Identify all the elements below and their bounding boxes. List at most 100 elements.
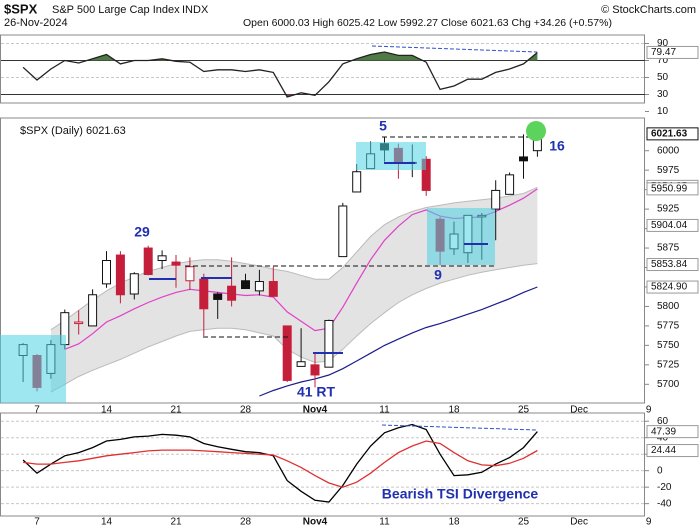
value-tag-label: 47.39 — [651, 426, 676, 437]
value-tag-label: 79.47 — [651, 47, 676, 58]
annotation: 5 — [379, 118, 387, 134]
date: 26-Nov-2024 — [4, 17, 68, 29]
tsi-panel — [0, 412, 645, 517]
value-tag-label: 5904.04 — [651, 220, 688, 231]
value-tag-label: 24.44 — [651, 445, 676, 456]
band-lower — [50, 263, 538, 393]
x-tick-label: 14 — [101, 405, 113, 416]
x-tick-label: 21 — [170, 517, 182, 528]
price-panel — [0, 117, 645, 404]
moving-average — [259, 286, 538, 397]
y-tick-label: 70 — [657, 55, 669, 66]
x-tick-label: Nov4 — [303, 405, 328, 416]
candle-body — [157, 255, 167, 261]
candle-body — [129, 273, 139, 295]
value-tag-label: 5824.90 — [651, 282, 688, 293]
y-tick-label: -20 — [657, 482, 672, 493]
x-tick-label: 25 — [518, 517, 530, 528]
x-tick-label: Dec — [570, 405, 588, 416]
x-tick-label: 28 — [240, 405, 252, 416]
value-tag — [646, 444, 699, 458]
candle-body — [102, 260, 111, 285]
annotation: 16 — [549, 138, 565, 154]
y-tick-label: 10 — [657, 106, 669, 117]
candle-body — [185, 266, 195, 282]
value-tag — [646, 45, 699, 59]
level-fill — [23, 52, 538, 61]
x-tick-label: 25 — [518, 405, 530, 416]
value-tag — [646, 258, 699, 272]
rsi-panel — [0, 34, 645, 104]
series-line — [22, 51, 538, 98]
annotation: 9 — [434, 267, 442, 283]
value-tag — [646, 218, 699, 232]
y-tick-label: 0 — [657, 465, 663, 476]
band-area — [50, 187, 538, 393]
value-tag-label: 6021.63 — [651, 129, 688, 140]
x-tick-label: Dec — [570, 517, 588, 528]
value-tag — [646, 182, 699, 196]
y-tick-label: 5975 — [657, 165, 680, 176]
candle-body — [491, 189, 501, 210]
symbol-name: S&P 500 Large Cap Index — [52, 4, 180, 16]
candle-body — [88, 294, 98, 327]
x-tick-label: 18 — [448, 517, 460, 528]
candle-body — [199, 278, 209, 310]
candle-body — [115, 254, 125, 296]
annotation: Bearish TSI Divergence — [382, 486, 539, 502]
y-tick-label: -40 — [657, 498, 672, 509]
candle-body — [241, 280, 250, 290]
credit: © StockCharts.com — [601, 4, 696, 16]
y-tick-label: 90 — [657, 38, 669, 49]
candle-body — [421, 158, 431, 191]
candle-body — [338, 205, 348, 258]
candle-body — [282, 325, 292, 381]
candle-body — [268, 281, 278, 297]
x-tick-label: 28 — [240, 517, 252, 528]
candle-body — [213, 293, 223, 300]
value-tag — [646, 425, 699, 439]
y-tick-label: 5700 — [657, 379, 680, 390]
x-tick-label: 9 — [646, 517, 652, 528]
y-tick-label: 5800 — [657, 301, 680, 312]
exchange: INDX — [182, 4, 209, 16]
candle-body — [310, 364, 320, 376]
x-tick-label: 11 — [379, 517, 390, 528]
series-line — [22, 423, 538, 503]
series-line — [23, 440, 538, 488]
y-tick-label: 6000 — [657, 145, 680, 156]
candle-body — [227, 285, 237, 301]
x-tick-label: 11 — [379, 405, 390, 416]
x-tick-label: 18 — [448, 405, 460, 416]
value-tag-label: 5853.84 — [651, 259, 688, 270]
candle-body — [352, 171, 362, 193]
x-tick-label: 7 — [34, 405, 40, 416]
x-tick-label: 7 — [34, 517, 40, 528]
annotation: 41 RT — [297, 384, 336, 400]
x-tick-label: 21 — [170, 405, 182, 416]
price-legend: $SPX (Daily) 6021.63 — [20, 125, 126, 137]
candle-body — [505, 174, 515, 195]
candle-body — [171, 261, 181, 266]
candle-body — [296, 361, 306, 367]
y-tick-label: 30 — [657, 89, 669, 100]
divergence-line — [381, 424, 538, 431]
y-tick-label: 5875 — [657, 243, 680, 254]
x-tick-label: 9 — [646, 405, 652, 416]
value-tag — [646, 280, 699, 294]
highlight-box — [427, 208, 495, 265]
highlight-circle — [526, 121, 546, 141]
candle-body — [143, 247, 153, 276]
y-tick-label: 5750 — [657, 340, 680, 351]
y-tick-label: 5925 — [657, 204, 680, 215]
y-tick-label: 50 — [657, 72, 669, 83]
y-tick-label: 5775 — [657, 321, 680, 332]
highlight-box — [0, 335, 66, 403]
candle-body — [254, 281, 264, 292]
y-tick-label: 60 — [657, 416, 669, 427]
x-tick-label: 14 — [101, 517, 113, 528]
candle-body — [74, 321, 84, 325]
candle-body — [519, 156, 528, 162]
highlight-box — [356, 142, 426, 170]
